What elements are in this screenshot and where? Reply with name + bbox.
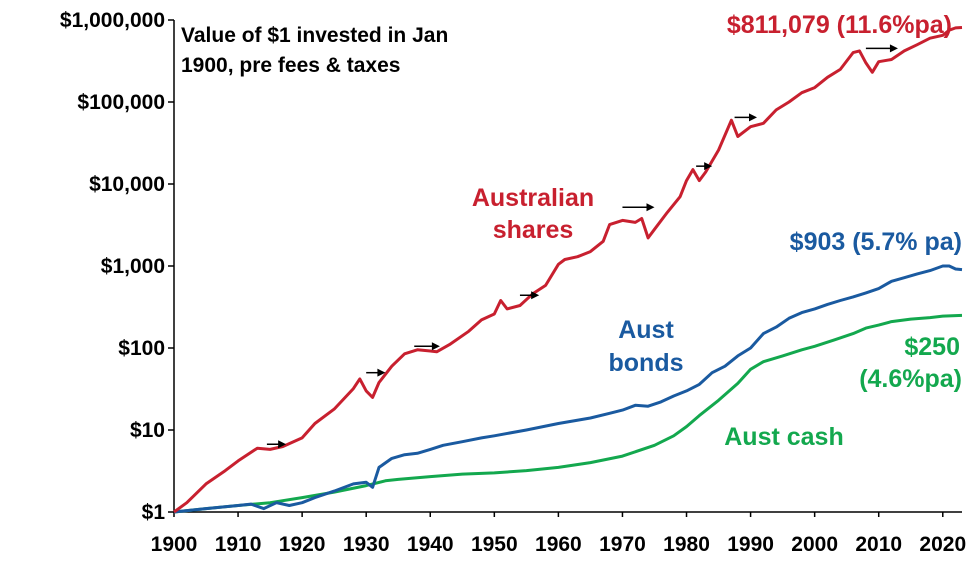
series-line-bonds: [173, 264, 963, 514]
x-tick-label: 1950: [471, 533, 518, 556]
y-tick-label: $1: [142, 501, 166, 524]
x-tick-label: 1920: [279, 533, 326, 556]
x-tick-label: 1900: [151, 533, 198, 556]
y-tick-label: $10: [130, 419, 165, 442]
annotation-arrow: [519, 291, 540, 300]
x-tick-label: 1960: [535, 533, 582, 556]
x-tick-label: 1930: [343, 533, 390, 556]
x-tick-label: 1990: [727, 533, 774, 556]
y-tick-label: $100,000: [77, 91, 165, 114]
annotation-arrow: [266, 440, 287, 449]
series-end-label-bonds: $903 (5.7% pa): [790, 228, 962, 256]
series-name-cash: Aust cash: [724, 423, 843, 451]
annotation-arrow: [696, 162, 713, 171]
x-tick-label: 2000: [791, 533, 838, 556]
x-tick-label: 2020: [919, 533, 966, 556]
y-axis-ticks: $1 $10 $100 $1,000 $10,000 $100,000 $1,000,000: [60, 9, 174, 524]
series-lines: [173, 26, 963, 514]
chart-title-line-1: Value of $1 invested in Jan: [181, 24, 448, 47]
series-line-cash: [173, 313, 963, 514]
series-name-bonds-line-1: Aust: [618, 316, 674, 344]
annotation-arrow: [414, 342, 440, 351]
series-end-label-shares: $811,079 (11.6%pa): [727, 11, 952, 39]
x-tick-label: 2010: [855, 533, 902, 556]
x-tick-label: 1940: [407, 533, 454, 556]
x-tick-label: 1910: [215, 533, 262, 556]
annotation-arrow: [865, 44, 898, 53]
y-tick-label: $10,000: [89, 173, 165, 196]
x-tick-label: 1970: [599, 533, 646, 556]
y-tick-label: $1,000,000: [60, 9, 165, 32]
x-tick-label: 1980: [663, 533, 710, 556]
x-axis-ticks: 1900 1910 1920 1930 1940 1950 1960 1970 1980 1990…: [151, 512, 966, 556]
annotation-arrow: [622, 203, 655, 212]
y-tick-label: $1,000: [101, 255, 165, 278]
y-tick-label: $100: [118, 337, 165, 360]
annotation-arrow: [734, 113, 757, 122]
annotation-arrows: [266, 44, 898, 449]
series-name-bonds-line-2: bonds: [609, 349, 684, 377]
annotation-arrow: [366, 368, 386, 377]
series-end-label-cash-line-2: (4.6%pa): [859, 365, 962, 393]
series-name-shares-line-2: shares: [493, 216, 574, 244]
chart-title-line-2: 1900, pre fees & taxes: [181, 54, 400, 77]
series-name-shares-line-1: Australian: [472, 184, 594, 212]
axes: [173, 20, 962, 513]
series-end-label-cash-line-1: $250: [904, 333, 960, 361]
series-line-shares: [173, 26, 963, 514]
